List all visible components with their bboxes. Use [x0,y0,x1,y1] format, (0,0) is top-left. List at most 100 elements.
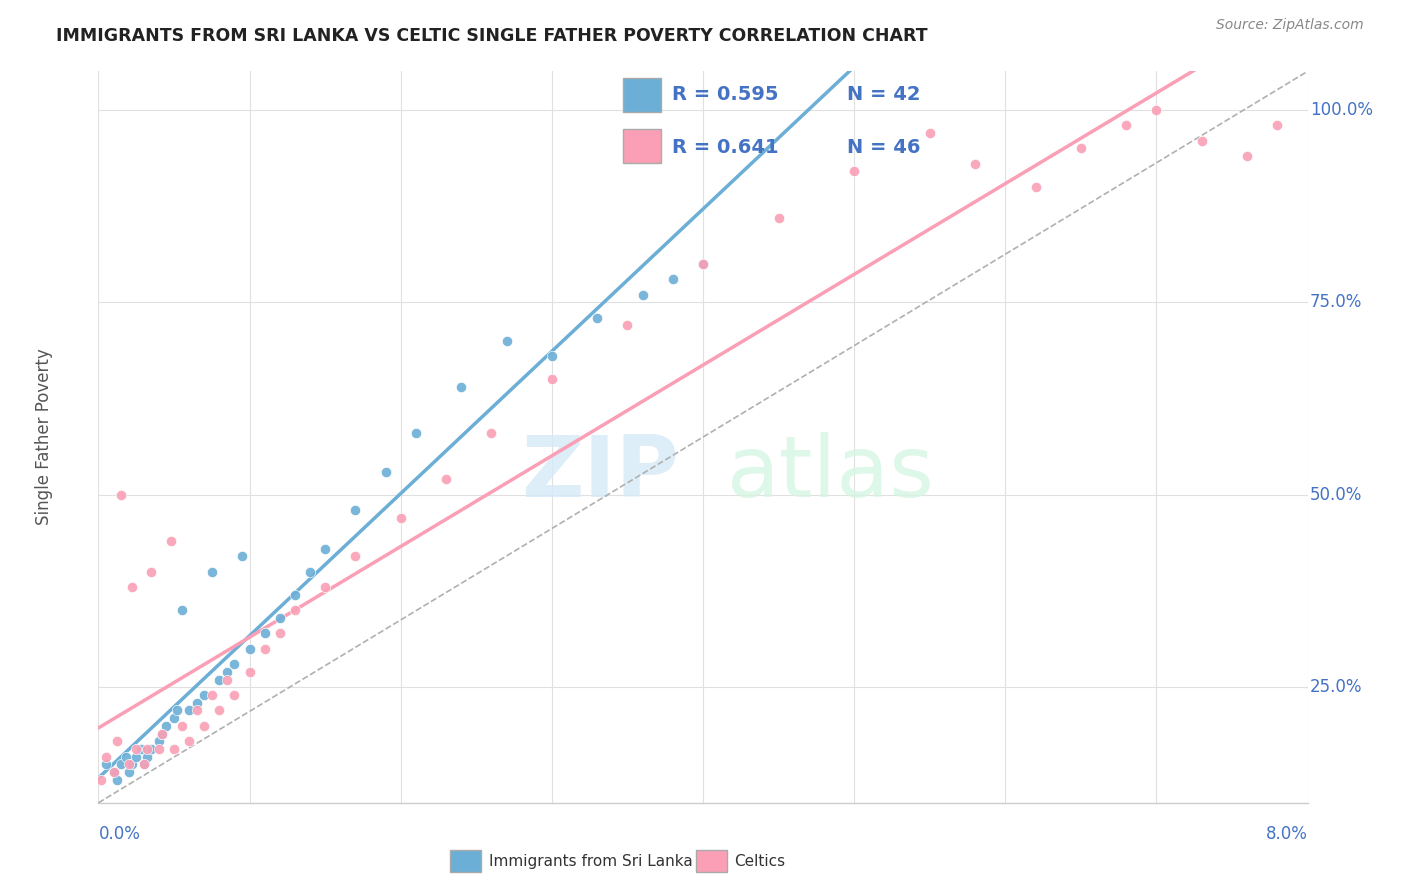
Point [844,164,866,178]
Point [125,749,148,764]
Text: Single Father Poverty: Single Father Poverty [35,349,53,525]
Point [692,257,714,271]
Point [1265,118,1288,132]
Point [132,757,155,772]
Point [170,603,193,617]
Point [170,719,193,733]
Point [239,665,262,679]
Text: 75.0%: 75.0% [1310,293,1362,311]
Point [103,764,125,779]
Point [540,349,562,363]
Point [163,711,186,725]
Point [118,764,141,779]
Point [965,157,987,171]
Point [166,703,188,717]
Point [495,334,517,348]
Point [201,688,224,702]
Point [299,565,322,579]
Text: Source: ZipAtlas.com: Source: ZipAtlas.com [1216,18,1364,32]
Point [186,703,208,717]
Point [193,688,215,702]
Text: Immigrants from Sri Lanka: Immigrants from Sri Lanka [489,855,693,869]
Point [118,757,141,772]
Point [179,703,201,717]
Text: 0.0%: 0.0% [98,825,141,843]
Text: N = 42: N = 42 [846,86,921,104]
Text: R = 0.595: R = 0.595 [672,86,779,104]
Point [103,764,125,779]
Text: 100.0%: 100.0% [1310,101,1374,119]
Point [284,603,307,617]
Point [224,688,246,702]
Text: N = 46: N = 46 [846,137,921,157]
Point [918,126,941,140]
Text: R = 0.641: R = 0.641 [672,137,779,157]
Point [114,749,136,764]
Point [208,703,231,717]
Point [314,580,336,594]
Point [141,742,163,756]
Text: ZIP: ZIP [522,432,679,516]
Point [344,549,367,564]
Point [150,726,173,740]
Point [94,749,117,764]
Point [148,734,170,748]
Point [90,772,112,787]
Point [450,380,472,394]
Point [193,719,215,733]
Point [150,726,173,740]
Point [135,749,157,764]
Point [1024,179,1046,194]
Point [253,641,276,656]
Bar [623,128,661,163]
Point [121,757,143,772]
Point [110,488,132,502]
Point [405,426,427,441]
Text: IMMIGRANTS FROM SRI LANKA VS CELTIC SINGLE FATHER POVERTY CORRELATION CHART: IMMIGRANTS FROM SRI LANKA VS CELTIC SING… [56,27,928,45]
Point [201,565,224,579]
Point [231,549,253,564]
Point [374,465,396,479]
Point [224,657,246,672]
Point [269,611,291,625]
Text: 8.0%: 8.0% [1265,825,1308,843]
Bar [623,78,661,112]
Point [148,742,170,756]
Point [631,287,654,301]
Point [389,511,412,525]
Point [179,734,201,748]
Point [129,742,152,756]
Point [1115,118,1137,132]
Point [434,472,457,486]
Point [163,742,186,756]
Point [479,426,503,441]
Point [586,310,609,325]
Point [215,665,238,679]
Text: 25.0%: 25.0% [1310,678,1362,697]
Point [135,742,157,756]
Point [284,588,307,602]
Point [768,211,790,225]
Point [121,580,143,594]
Point [253,626,276,640]
Point [239,641,262,656]
Point [1191,134,1213,148]
Point [344,503,367,517]
Text: 50.0%: 50.0% [1310,486,1362,504]
Point [208,673,231,687]
Point [105,772,128,787]
Point [540,372,562,386]
Point [269,626,291,640]
Point [105,734,128,748]
Point [125,742,148,756]
Point [94,757,117,772]
Point [314,541,336,556]
Text: atlas: atlas [727,432,935,516]
Point [110,757,132,772]
Point [1144,103,1167,117]
Point [692,257,714,271]
Point [186,696,208,710]
Point [616,318,638,333]
Point [661,272,683,286]
Point [132,757,155,772]
